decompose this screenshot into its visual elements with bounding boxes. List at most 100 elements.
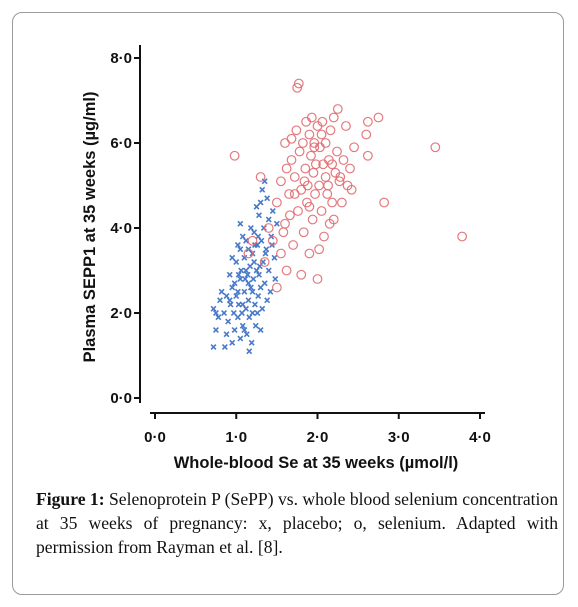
placebo-point <box>264 297 271 304</box>
selenium-point <box>298 227 309 238</box>
selenium-point <box>304 248 315 259</box>
selenium-point <box>314 244 325 255</box>
selenium-point <box>328 214 339 225</box>
selenium-point <box>247 235 258 246</box>
selenium-point <box>284 210 295 221</box>
selenium-point <box>349 142 359 153</box>
placebo-point <box>249 288 256 295</box>
selenium-point <box>281 265 292 276</box>
placebo-point <box>221 310 228 316</box>
tick-labels: 0·0 1·0 2·0 3·0 4·0 0·0 2·0 4·0 6·0 8·0 <box>110 50 491 446</box>
selenium-point <box>304 129 315 140</box>
placebo-point <box>247 263 254 270</box>
placebo-point <box>243 331 250 338</box>
placebo-point <box>257 327 264 333</box>
placebo-point <box>225 318 232 325</box>
selenium-point <box>289 172 300 182</box>
selenium-point <box>291 125 302 136</box>
selenium-point <box>362 116 373 127</box>
placebo-point <box>269 208 276 214</box>
y-tick-label: 4·0 <box>110 220 132 237</box>
selenium-point <box>310 189 320 199</box>
selenium-point <box>306 112 317 123</box>
selenium-point <box>271 197 282 208</box>
selenium-point <box>310 159 321 170</box>
axes <box>139 45 485 414</box>
placebo-point <box>252 322 259 329</box>
selenium-point <box>314 180 325 191</box>
selenium-point <box>288 240 299 250</box>
selenium-point <box>361 129 372 140</box>
selenium-point <box>327 159 338 170</box>
selenium-point <box>457 231 468 242</box>
selenium-point <box>281 163 292 174</box>
selenium-point <box>319 231 329 242</box>
selenium-point <box>332 146 342 157</box>
placebo-point <box>243 267 249 274</box>
placebo-point <box>237 246 244 253</box>
placebo-point <box>233 259 240 265</box>
placebo-point <box>248 339 255 346</box>
placebo-point <box>262 250 269 257</box>
placebo-point <box>241 254 248 261</box>
selenium-point <box>293 206 303 216</box>
placebo-point <box>242 276 249 282</box>
data-markers <box>210 78 468 355</box>
selenium-point <box>320 138 331 148</box>
selenium-point <box>276 248 286 259</box>
placebo-point <box>223 331 230 338</box>
x-tick-label: 1·0 <box>225 429 247 446</box>
placebo-point <box>226 271 233 278</box>
placebo-point <box>237 276 244 282</box>
placebo-point <box>229 254 236 261</box>
placebo-point <box>251 301 258 308</box>
selenium-point <box>345 163 355 174</box>
placebo-point <box>210 305 217 312</box>
placebo-point <box>217 297 223 304</box>
placebo-point <box>238 267 245 274</box>
placebo-point <box>256 212 262 219</box>
placebo-point <box>267 288 274 295</box>
figure-caption: Figure 1: Selenoprotein P (SePP) vs. who… <box>36 487 558 559</box>
placebo-point <box>249 310 256 316</box>
selenium-point <box>307 214 318 225</box>
placebo-point <box>233 293 240 299</box>
selenium-point <box>306 150 316 161</box>
placebo-point <box>227 301 234 308</box>
selenium-point <box>322 189 333 199</box>
placebo-point <box>257 199 264 206</box>
selenium-point <box>336 197 347 208</box>
selenium-point <box>316 129 327 140</box>
placebo-point <box>218 288 225 295</box>
selenium-point <box>325 125 336 136</box>
placebo-point <box>265 216 272 223</box>
selenium-point <box>243 248 254 259</box>
placebo-point <box>261 178 268 185</box>
placebo-point <box>210 344 217 350</box>
placebo-point <box>264 195 271 202</box>
selenium-point <box>308 167 319 178</box>
selenium-point <box>309 142 320 153</box>
placebo-point <box>243 237 249 244</box>
selenium-point <box>263 223 274 233</box>
placebo-point <box>237 220 244 227</box>
selenium-point <box>312 274 323 284</box>
placebo-point <box>272 276 279 282</box>
selenium-point <box>341 121 351 131</box>
selenium-point <box>276 176 286 187</box>
placebo-point <box>237 335 244 342</box>
selenium-point <box>255 172 266 182</box>
placebo-point <box>226 297 233 304</box>
placebo-point <box>247 225 254 231</box>
selenium-point <box>292 82 303 93</box>
placebo-point <box>257 284 264 291</box>
placebo-point <box>239 322 246 329</box>
placebo-point <box>271 254 278 261</box>
placebo-point <box>273 220 280 227</box>
placebo-point <box>251 259 258 265</box>
selenium-point <box>271 282 282 293</box>
selenium-point <box>297 138 308 148</box>
placebo-point <box>261 280 268 287</box>
selenium-point <box>316 206 327 216</box>
